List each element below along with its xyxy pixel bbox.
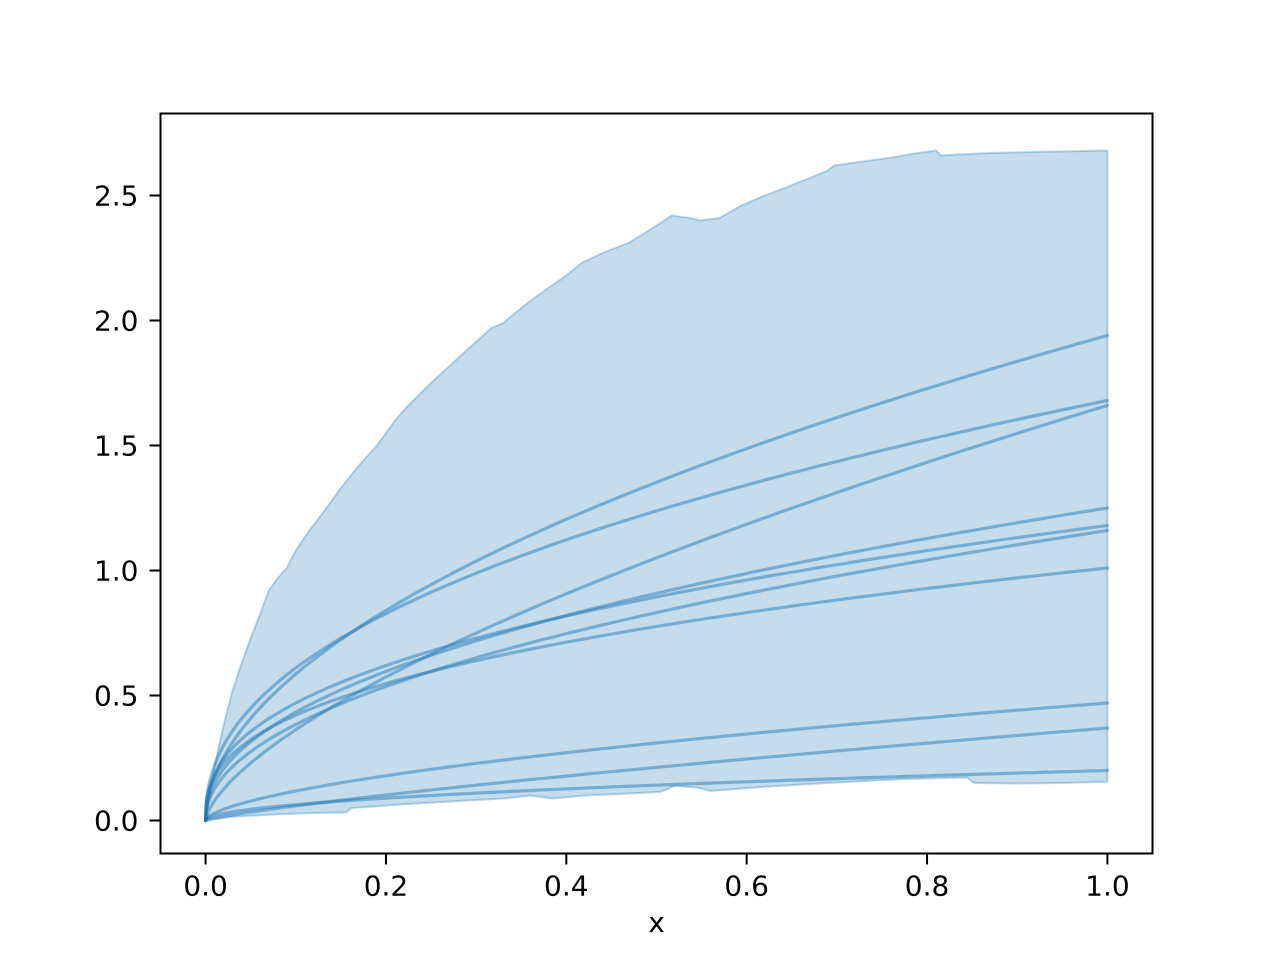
sample-curve-6: [204, 528, 1109, 823]
sample-curve-1: [204, 333, 1109, 823]
y-tick-label: 1.5: [94, 430, 139, 463]
y-tick-label: 0.0: [94, 805, 139, 838]
y-tick-label: 0.5: [94, 680, 139, 713]
x-tick-label: 0.0: [183, 870, 228, 903]
sample-curve-5: [204, 523, 1109, 823]
sample-curve-3: [204, 403, 1109, 823]
axes-frame: [159, 112, 1154, 855]
x-tick-label: 1.0: [1085, 870, 1130, 903]
x-tick-label: 0.6: [724, 870, 769, 903]
sample-curve-10: [204, 768, 1109, 823]
sample-curve-8: [204, 701, 1109, 823]
sample-curve-7: [204, 566, 1109, 823]
sample-curve-2: [204, 398, 1109, 823]
x-tick-label: 0.4: [544, 870, 589, 903]
x-tick-label: 0.2: [364, 870, 409, 903]
sample-curve-9: [204, 726, 1109, 823]
x-axis-label: x: [648, 906, 665, 939]
sample-curve-4: [204, 506, 1109, 823]
x-tick-label: 0.8: [905, 870, 950, 903]
y-tick-label: 2.0: [94, 305, 139, 338]
envelope-band: [204, 149, 1109, 822]
y-tick-label: 2.5: [94, 180, 139, 213]
y-tick-label: 1.0: [94, 555, 139, 588]
